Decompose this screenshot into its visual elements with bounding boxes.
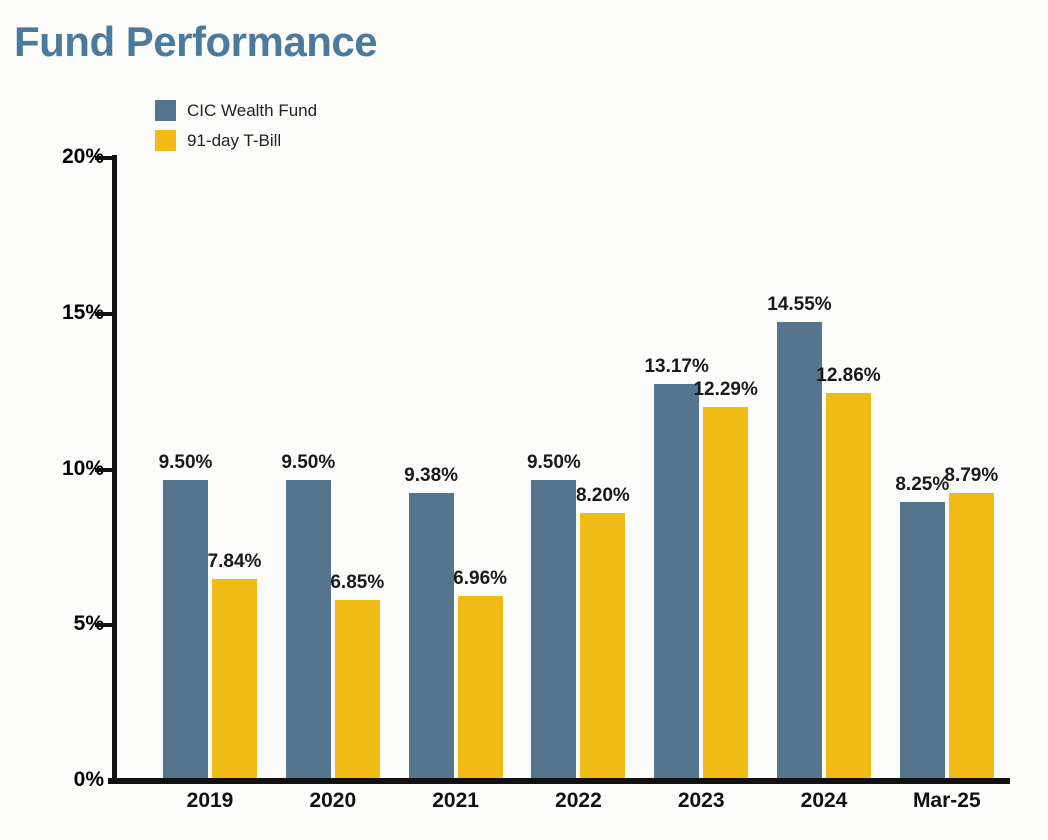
x-axis-category-label: 2024	[800, 789, 848, 812]
tbill-bar	[334, 600, 380, 781]
y-axis-tick-mark	[95, 311, 113, 316]
x-axis-category-label: 2023	[677, 789, 725, 812]
tbill-value-label: 12.29%	[693, 379, 758, 401]
x-axis-category-label: Mar-25	[912, 789, 981, 812]
fund-bar	[899, 502, 945, 781]
fund-bar	[654, 383, 700, 781]
fund-bar	[285, 480, 331, 781]
fund-value-label: 14.55%	[767, 293, 832, 315]
tbill-bar	[948, 492, 994, 781]
y-axis-line	[112, 155, 117, 784]
legend-label-fund: CIC Wealth Fund	[187, 100, 318, 120]
fund-value-label: 9.50%	[158, 452, 213, 474]
y-axis-tick-mark	[95, 156, 113, 160]
tbill-bar	[212, 578, 257, 781]
legend-label-tbill: 91-day T-Bill	[187, 130, 282, 150]
y-axis-tick-mark	[95, 623, 113, 628]
tbill-bar	[457, 595, 503, 781]
x-axis-line	[108, 778, 1010, 784]
fund-bar	[777, 321, 822, 781]
y-axis-tick-label: 5%	[73, 612, 104, 636]
tbill-value-label: 6.96%	[453, 567, 508, 589]
tbill-bar	[580, 513, 626, 781]
y-axis-tick-label: 10%	[61, 456, 104, 480]
y-axis-tick-label: 20%	[61, 145, 104, 168]
fund-bar	[531, 480, 577, 781]
legend-item-fund: CIC Wealth Fund	[155, 100, 317, 121]
x-axis-category-label: 2019	[186, 789, 234, 812]
y-axis-tick-label: 15%	[61, 300, 104, 324]
fund-value-label: 8.25%	[895, 474, 950, 496]
fund-value-label: 13.17%	[644, 355, 709, 377]
page-title: Fund Performance	[14, 18, 378, 65]
tbill-color-swatch	[155, 130, 176, 151]
fund-color-swatch	[155, 100, 176, 121]
x-axis-category-label: 2021	[432, 789, 479, 812]
tbill-value-label: 12.86%	[816, 365, 881, 387]
fund-bar	[408, 492, 454, 781]
tbill-bar	[703, 407, 749, 781]
fund-value-label: 9.38%	[404, 464, 459, 486]
x-axis-category-label: 2022	[555, 789, 602, 812]
legend-item-tbill: 91-day T-Bill	[155, 130, 317, 151]
y-axis-tick-mark	[95, 467, 113, 472]
chart-legend: CIC Wealth Fund 91-day T-Bill	[155, 100, 317, 160]
y-axis-tick-label: 0%	[73, 768, 104, 791]
tbill-value-label: 6.85%	[330, 572, 385, 594]
fund-value-label: 9.50%	[526, 452, 581, 474]
fund-bar	[163, 480, 208, 781]
tbill-value-label: 8.20%	[575, 485, 630, 507]
x-axis-category-label: 2020	[309, 789, 357, 812]
tbill-value-label: 7.84%	[207, 550, 262, 572]
tbill-value-label: 8.79%	[944, 464, 999, 486]
tbill-bar	[826, 393, 871, 781]
fund-value-label: 9.50%	[281, 452, 336, 474]
